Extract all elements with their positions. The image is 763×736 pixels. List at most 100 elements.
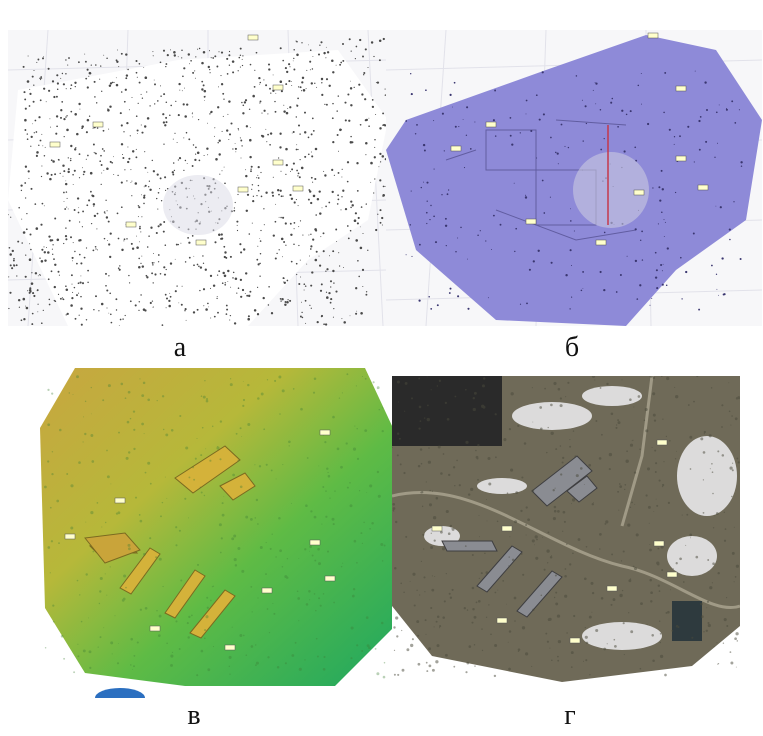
texture-speck <box>129 300 132 303</box>
texture-speck <box>169 262 173 265</box>
texture-speck <box>247 315 250 318</box>
texture-speck <box>419 243 421 246</box>
texture-speck <box>654 471 657 473</box>
texture-speck <box>224 282 226 284</box>
texture-speck <box>404 410 406 412</box>
texture-speck <box>351 204 354 207</box>
texture-speck <box>349 315 351 317</box>
texture-speck <box>34 203 37 205</box>
texture-speck <box>335 64 337 66</box>
texture-speck <box>599 386 602 389</box>
texture-speck <box>20 319 23 322</box>
caption-a: а <box>173 332 187 363</box>
texture-speck <box>427 460 432 464</box>
texture-speck <box>325 57 327 59</box>
texture-speck <box>149 301 152 305</box>
texture-speck <box>382 37 385 41</box>
texture-speck <box>310 233 312 235</box>
texture-speck <box>72 242 74 244</box>
texture-speck <box>517 650 520 653</box>
texture-speck <box>371 99 374 101</box>
texture-speck <box>463 607 466 610</box>
texture-speck <box>245 515 249 519</box>
texture-speck <box>433 215 435 218</box>
texture-speck <box>382 675 386 679</box>
texture-speck <box>242 381 244 382</box>
texture-speck <box>341 196 343 198</box>
texture-speck <box>737 461 740 464</box>
texture-speck <box>172 173 175 176</box>
texture-speck <box>275 92 277 94</box>
texture-speck <box>296 273 298 276</box>
texture-speck <box>340 61 343 64</box>
texture-speck <box>29 243 31 245</box>
texture-speck <box>708 434 712 438</box>
texture-speck <box>314 82 316 84</box>
texture-speck <box>138 309 140 312</box>
texture-speck <box>311 155 314 158</box>
texture-speck <box>205 615 209 619</box>
texture-speck <box>410 93 413 96</box>
texture-speck <box>151 272 154 275</box>
texture-speck <box>33 132 35 134</box>
texture-speck <box>629 506 632 508</box>
texture-speck <box>734 576 737 578</box>
texture-speck <box>732 462 734 464</box>
texture-speck <box>178 529 181 532</box>
texture-speck <box>488 482 492 486</box>
texture-speck <box>140 262 142 265</box>
texture-speck <box>445 572 447 575</box>
texture-speck <box>161 324 164 326</box>
texture-speck <box>550 136 552 139</box>
texture-speck <box>142 308 146 311</box>
texture-speck <box>49 506 52 509</box>
texture-speck <box>617 419 620 422</box>
texture-speck <box>89 666 92 670</box>
texture-speck <box>584 105 587 108</box>
texture-speck <box>31 75 34 78</box>
texture-speck <box>283 104 285 106</box>
texture-speck <box>224 283 227 286</box>
texture-speck <box>706 600 710 603</box>
texture-speck <box>289 222 292 225</box>
texture-speck <box>233 209 236 212</box>
texture-speck <box>444 224 448 227</box>
texture-speck <box>442 616 445 619</box>
texture-speck <box>702 511 705 514</box>
texture-speck <box>259 240 262 242</box>
texture-speck <box>582 270 585 273</box>
texture-speck <box>556 614 561 618</box>
texture-speck <box>630 630 634 634</box>
texture-speck <box>355 385 357 387</box>
texture-speck <box>269 547 272 550</box>
texture-speck <box>76 375 79 379</box>
texture-speck <box>487 297 489 299</box>
texture-speck <box>293 68 296 71</box>
texture-speck <box>109 232 112 235</box>
texture-speck <box>63 191 65 194</box>
texture-speck <box>201 80 204 83</box>
texture-speck <box>116 60 119 63</box>
texture-speck <box>392 502 396 506</box>
texture-speck <box>82 210 85 213</box>
texture-speck <box>346 180 349 183</box>
texture-speck <box>179 89 181 91</box>
texture-speck <box>44 485 47 489</box>
texture-speck <box>359 246 363 250</box>
texture-speck <box>600 597 604 600</box>
texture-speck <box>217 141 219 144</box>
texture-speck <box>309 304 311 307</box>
texture-speck <box>257 397 260 400</box>
texture-speck <box>475 449 477 452</box>
texture-speck <box>320 236 322 238</box>
texture-speck <box>734 637 737 641</box>
texture-speck <box>83 170 86 173</box>
texture-speck <box>717 663 720 665</box>
texture-speck <box>61 72 64 75</box>
texture-speck <box>379 152 382 156</box>
texture-speck <box>164 189 167 192</box>
texture-speck <box>99 636 102 639</box>
texture-speck <box>99 576 103 581</box>
texture-speck <box>200 491 203 494</box>
texture-speck <box>729 651 732 653</box>
